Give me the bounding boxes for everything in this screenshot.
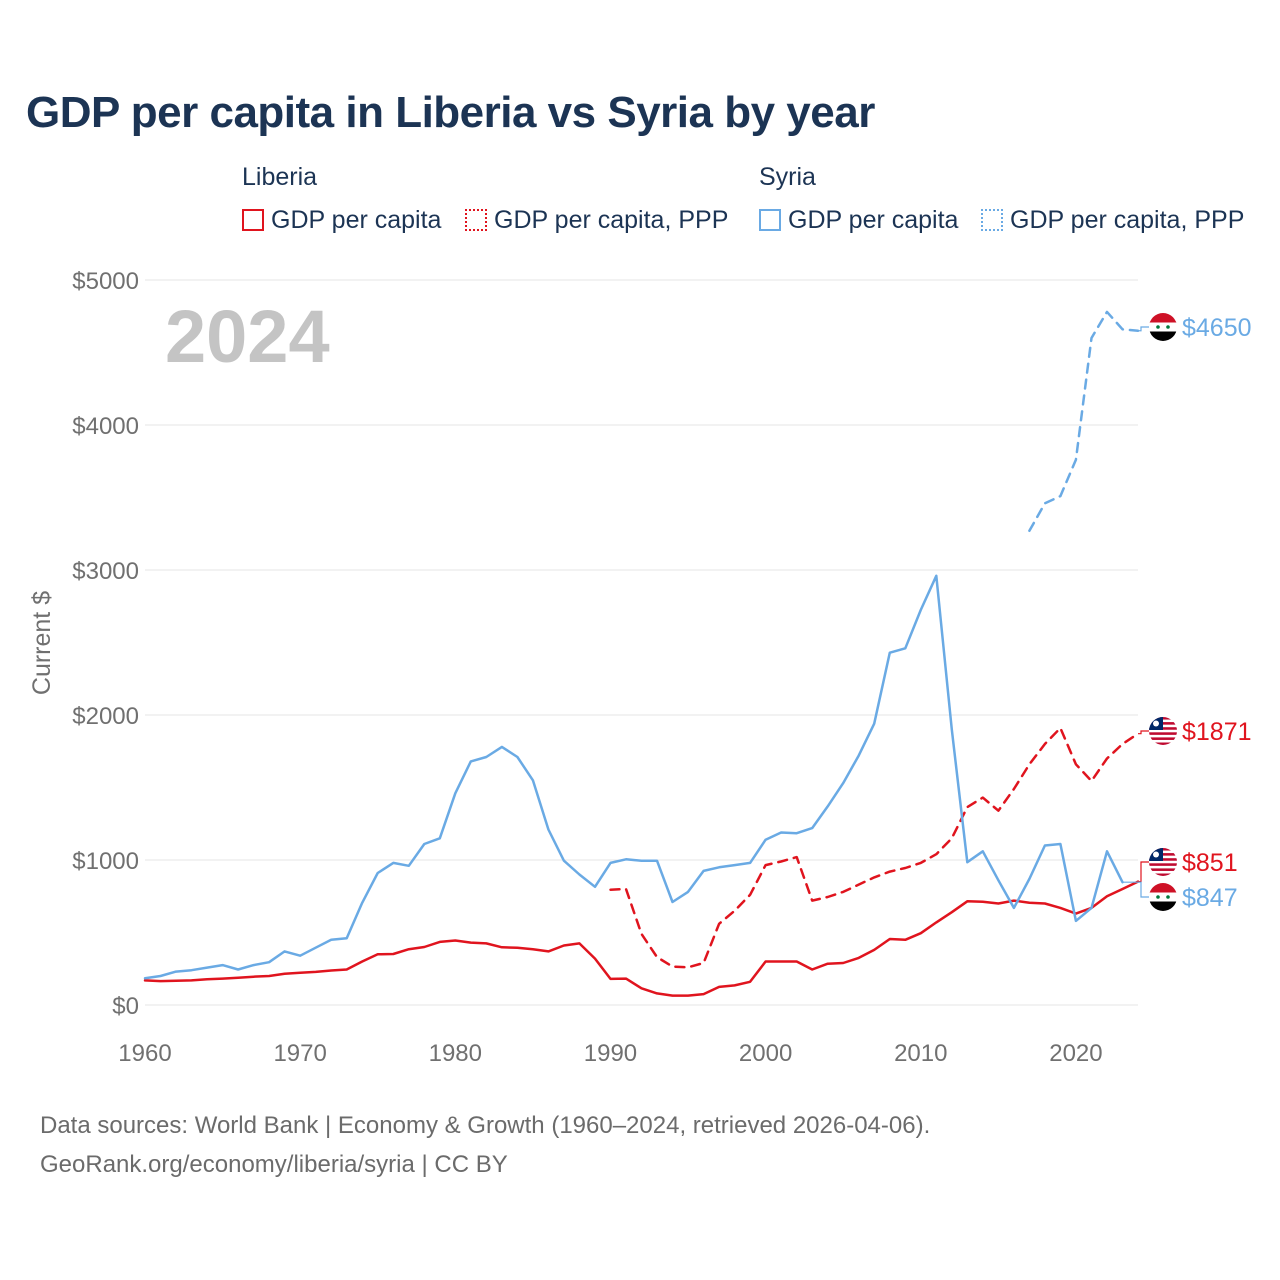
x-tick-label: 1960 xyxy=(118,1040,171,1067)
year-watermark: 2024 xyxy=(165,295,330,378)
legend-item-syria-gdp[interactable]: GDP per capita xyxy=(759,205,958,235)
series-line-liberia-ppp xyxy=(609,726,1140,969)
end-label-connector xyxy=(1122,881,1149,898)
x-tick-label: 2010 xyxy=(894,1040,947,1067)
chart-title: GDP per capita in Liberia vs Syria by ye… xyxy=(26,88,875,137)
legend-title-syria: Syria xyxy=(759,163,816,191)
x-tick-label: 1990 xyxy=(584,1040,637,1067)
footer-attribution[interactable]: GeoRank.org/economy/liberia/syria | CC B… xyxy=(40,1151,508,1178)
x-tick-label: 2020 xyxy=(1049,1040,1102,1067)
end-value-label-liberia: $1871 xyxy=(1182,718,1252,746)
end-value-label-syria: $4650 xyxy=(1182,314,1252,342)
legend-item-liberia-ppp[interactable]: GDP per capita, PPP xyxy=(465,205,728,235)
legend-title-liberia: Liberia xyxy=(242,163,318,191)
end-label-connector xyxy=(1138,861,1149,883)
y-axis-title: Current $ xyxy=(28,591,56,695)
end-value-label-syria: $847 xyxy=(1182,884,1238,912)
x-tick-label: 1970 xyxy=(273,1040,326,1067)
legend-swatch-syria-ppp xyxy=(981,209,1003,231)
y-tick-label: $2000 xyxy=(72,703,139,730)
y-tick-label: $5000 xyxy=(72,268,139,295)
y-tick-label: $0 xyxy=(112,993,139,1020)
liberia-flag-icon xyxy=(1149,717,1177,745)
legend-label-syria-gdp: GDP per capita xyxy=(788,205,959,234)
y-tick-label: $3000 xyxy=(72,558,139,585)
series-line-syria-gdp xyxy=(143,574,1124,980)
footer-sources: Data sources: World Bank | Economy & Gro… xyxy=(40,1112,931,1139)
legend-label-liberia-ppp: GDP per capita, PPP xyxy=(494,205,729,234)
liberia-flag-icon xyxy=(1149,848,1177,876)
syria-flag-icon xyxy=(1149,883,1177,911)
x-tick-label: 1980 xyxy=(429,1040,482,1067)
legend-swatch-liberia-gdp xyxy=(242,209,264,231)
line-chart: $0 $1000 $2000 $3000 $4000 $5000 1960 1970 1980 1… xyxy=(28,268,1252,1067)
end-label-connector xyxy=(1138,326,1149,332)
footer: Data sources: World Bank | Economy & Gro… xyxy=(40,1106,930,1184)
y-tick-label: $4000 xyxy=(72,413,139,440)
series-line-syria-ppp xyxy=(1028,310,1140,533)
legend-item-liberia-gdp[interactable]: GDP per capita xyxy=(242,205,441,235)
legend-label-syria-ppp: GDP per capita, PPP xyxy=(1010,205,1245,234)
x-tick-label: 2000 xyxy=(739,1040,792,1067)
legend-swatch-liberia-ppp xyxy=(465,209,487,231)
legend-label-liberia-gdp: GDP per capita xyxy=(271,205,442,234)
series-line-liberia-gdp xyxy=(143,880,1140,997)
legend-swatch-syria-gdp xyxy=(759,209,781,231)
syria-flag-icon xyxy=(1149,313,1177,341)
end-value-label-liberia: $851 xyxy=(1182,849,1238,877)
y-tick-label: $1000 xyxy=(72,848,139,875)
legend-item-syria-ppp[interactable]: GDP per capita, PPP xyxy=(981,205,1244,235)
end-label-connector xyxy=(1138,730,1149,735)
